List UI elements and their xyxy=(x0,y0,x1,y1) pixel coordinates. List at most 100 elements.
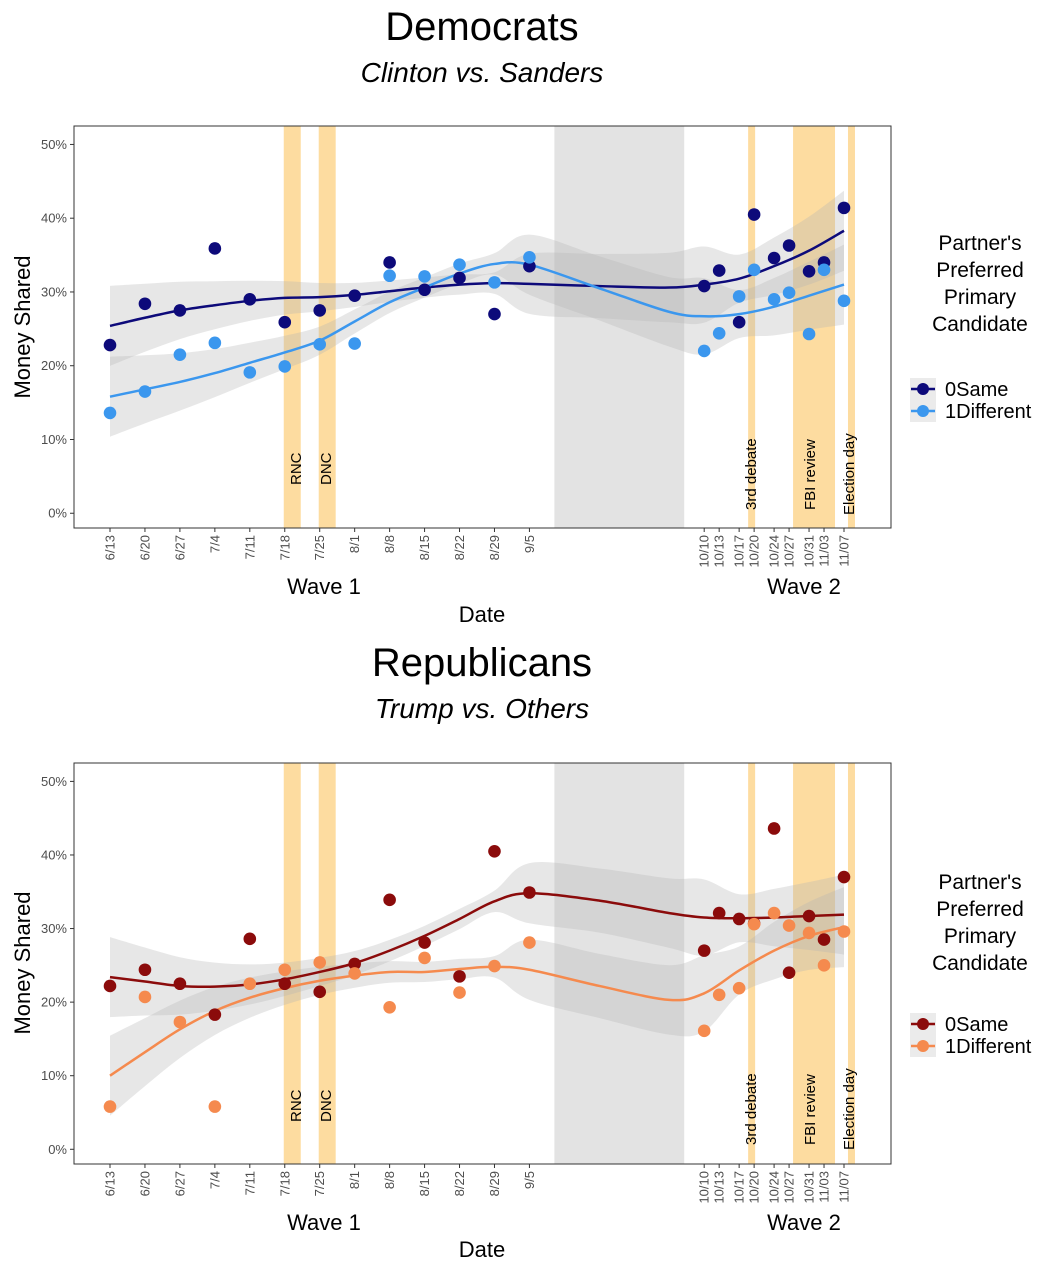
data-point-1different xyxy=(837,294,851,308)
y-tick-label: 10% xyxy=(41,1068,67,1083)
legend-title-line-4: Candidate xyxy=(932,313,1028,336)
x-tick-label: 7/11 xyxy=(242,535,257,559)
data-points xyxy=(103,201,851,420)
wave-1-label: Wave 1 xyxy=(287,574,361,599)
y-axis-title: Money Shared xyxy=(10,891,35,1034)
x-tick-label: 10/27 xyxy=(782,1171,797,1204)
legend-key-dot-same xyxy=(917,383,929,395)
data-point-0same xyxy=(173,977,187,991)
event-band-third-debate xyxy=(748,126,756,528)
data-point-1different xyxy=(747,263,761,277)
data-point-0same xyxy=(747,208,761,221)
event-band-rnc xyxy=(283,126,301,528)
legend-title-line-4: Candidate xyxy=(932,952,1028,975)
data-point-1different xyxy=(173,1015,187,1029)
data-point-1different xyxy=(103,406,117,420)
y-tick-label: 30% xyxy=(41,921,67,936)
x-tick-label: 7/4 xyxy=(207,1171,222,1189)
data-point-0same xyxy=(712,264,726,277)
data-point-1different xyxy=(523,936,536,949)
wave-2-label: Wave 2 xyxy=(767,574,841,599)
data-point-0same xyxy=(313,985,327,999)
x-tick-label: 9/5 xyxy=(522,1171,537,1189)
x-tick-label: 10/24 xyxy=(767,535,782,568)
legend: Partner's Preferred Primary Candidate 0S… xyxy=(910,871,1032,1058)
data-point-0same xyxy=(712,906,726,920)
data-point-0same xyxy=(767,251,781,265)
data-point-1different xyxy=(697,1024,711,1038)
x-tick-label: 6/27 xyxy=(172,1171,187,1196)
event-band-rnc xyxy=(283,763,301,1164)
y-tick-label: 40% xyxy=(41,847,67,862)
x-tick-label: 8/22 xyxy=(452,1171,467,1196)
x-axis: 6/13 6/20 6/27 7/4 7/11 7/18 7/25 8/1 8/8 8/15 8/2… xyxy=(103,528,852,568)
data-point-1different xyxy=(208,336,222,350)
data-point-1different xyxy=(817,959,831,972)
data-point-0same xyxy=(802,265,816,278)
x-axis: 6/13 6/20 6/27 7/4 7/11 7/18 7/25 8/1 8/8 8/15 8/2… xyxy=(103,1164,852,1204)
event-label-fbi-review: FBI review xyxy=(802,1074,819,1145)
data-point-1different xyxy=(523,250,536,264)
event-labels: RNC DNC 3rd debate FBI review Election d… xyxy=(288,1068,858,1150)
x-tick-label: 8/8 xyxy=(382,1171,397,1189)
data-points xyxy=(103,822,851,1113)
legend-label-same: 0Same xyxy=(945,1014,1008,1036)
data-point-1different xyxy=(383,269,396,283)
event-label-election-day: Election day xyxy=(841,433,858,515)
x-tick-label: 6/27 xyxy=(172,535,187,560)
x-tick-label: 10/20 xyxy=(747,1171,762,1204)
x-tick-label: 8/22 xyxy=(452,535,467,560)
data-point-0same xyxy=(383,256,396,269)
data-point-0same xyxy=(348,957,361,971)
y-axis-title: Money Shared xyxy=(10,255,35,398)
data-point-1different xyxy=(313,338,327,351)
data-point-1different xyxy=(732,981,746,995)
x-tick-label: 11/07 xyxy=(837,535,852,567)
legend-label-different: 1Different xyxy=(945,1036,1032,1058)
legend-title-line-2: Preferred xyxy=(936,898,1024,921)
y-tick-label: 20% xyxy=(41,358,67,373)
data-point-1different xyxy=(802,926,816,940)
event-band-fbi-review xyxy=(793,126,836,528)
data-point-1different xyxy=(782,919,796,932)
data-point-0same xyxy=(243,293,257,306)
confidence-ribbon-0same xyxy=(110,190,844,366)
x-tick-label: 11/03 xyxy=(817,535,832,567)
data-point-1different xyxy=(278,360,292,373)
data-point-0same xyxy=(697,944,711,957)
legend-key-dot-different xyxy=(917,1040,929,1052)
data-point-0same xyxy=(802,909,816,923)
event-label-rnc: RNC xyxy=(288,1089,305,1122)
x-tick-label: 10/10 xyxy=(697,1171,712,1204)
chart-title: Democrats xyxy=(385,5,578,49)
x-tick-label: 7/25 xyxy=(312,1171,327,1196)
data-point-0same xyxy=(278,977,292,991)
data-point-0same xyxy=(837,870,851,884)
data-point-0same xyxy=(103,338,117,352)
legend-title-line-2: Preferred xyxy=(936,259,1024,282)
event-band-election-day xyxy=(847,126,855,528)
chart-subtitle: Clinton vs. Sanders xyxy=(361,57,604,88)
data-point-1different xyxy=(453,986,466,999)
x-tick-label: 11/03 xyxy=(817,1171,832,1203)
confidence-ribbon-1different xyxy=(110,887,844,1116)
republicans-panel: Republicans Trump vs. Others RNC DNC 3rd… xyxy=(10,641,1032,1262)
data-point-0same xyxy=(138,297,152,311)
data-point-0same xyxy=(767,822,781,835)
data-point-0same xyxy=(523,886,536,899)
x-tick-label: 8/1 xyxy=(347,535,362,553)
data-point-1different xyxy=(488,276,501,289)
data-point-0same xyxy=(837,201,851,215)
event-bands xyxy=(283,126,855,528)
x-tick-label: 11/07 xyxy=(837,1171,852,1203)
data-point-1different xyxy=(173,348,187,361)
x-tick-label: 10/17 xyxy=(732,1171,747,1204)
confidence-ribbons xyxy=(110,190,844,437)
data-point-1different xyxy=(712,988,726,1002)
y-tick-label: 10% xyxy=(41,432,67,447)
data-point-1different xyxy=(278,963,292,977)
data-point-0same xyxy=(732,315,746,329)
legend-label-different: 1Different xyxy=(945,401,1032,423)
y-tick-label: 50% xyxy=(41,137,67,152)
data-point-1different xyxy=(732,290,746,303)
